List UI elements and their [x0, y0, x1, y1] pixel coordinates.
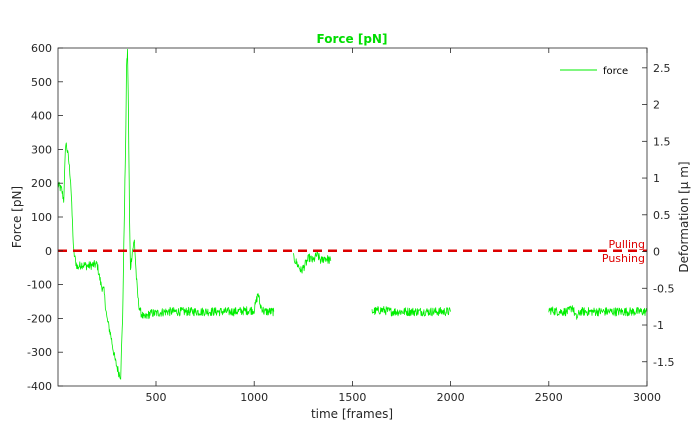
- y-tick-label: -100: [27, 279, 52, 292]
- series-force-segment-4: [548, 305, 648, 320]
- y2-tick-label: 1.5: [653, 135, 671, 148]
- y2-tick-label: 2: [653, 99, 660, 112]
- y-tick-label: 300: [31, 143, 52, 156]
- y2-tick-label: -1: [653, 319, 664, 332]
- chart-title: Force [pN]: [317, 32, 388, 46]
- series-force-segment-3: [371, 306, 451, 317]
- x-tick-label: 3000: [633, 391, 661, 404]
- y-tick-label: 500: [31, 76, 52, 89]
- y2-tick-label: 0: [653, 246, 660, 259]
- y2-axis-title: Deformation [μ m]: [677, 161, 691, 272]
- y-tick-label: -300: [27, 346, 52, 359]
- plot-area: [57, 48, 648, 380]
- y2-tick-label: -0.5: [653, 282, 674, 295]
- legend: force: [560, 66, 628, 77]
- y-tick-label: -400: [27, 380, 52, 393]
- y2-tick-label: 1: [653, 172, 660, 185]
- x-tick-label: 2500: [535, 391, 563, 404]
- x-tick-label: 2000: [437, 391, 465, 404]
- legend-label-force: force: [603, 66, 628, 77]
- y2-tick-label: -1.5: [653, 356, 674, 369]
- y-tick-label: -200: [27, 312, 52, 325]
- y2-tick-label: 0.5: [653, 209, 671, 222]
- y-axis-title: Force [pN]: [10, 186, 24, 248]
- series-force-segment-2: [293, 250, 332, 274]
- y-tick-label: 600: [31, 42, 52, 55]
- x-tick-label: 500: [146, 391, 167, 404]
- x-tick-label: 1500: [338, 391, 366, 404]
- y-tick-label: 400: [31, 110, 52, 123]
- x-axis-title: time [frames]: [311, 407, 393, 421]
- annotation-pushing: Pushing: [602, 252, 645, 265]
- y-tick-label: 0: [45, 245, 52, 258]
- annotation-pulling: Pulling: [608, 238, 645, 251]
- axes: 500 1000 1500 2000 2500 3000-400-300-200-1000…: [27, 42, 674, 404]
- series-force-segment-1: [57, 48, 275, 380]
- y2-tick-label: 2.5: [653, 62, 671, 75]
- y-tick-label: 100: [31, 211, 52, 224]
- y-tick-label: 200: [31, 177, 52, 190]
- x-tick-label: 1000: [240, 391, 268, 404]
